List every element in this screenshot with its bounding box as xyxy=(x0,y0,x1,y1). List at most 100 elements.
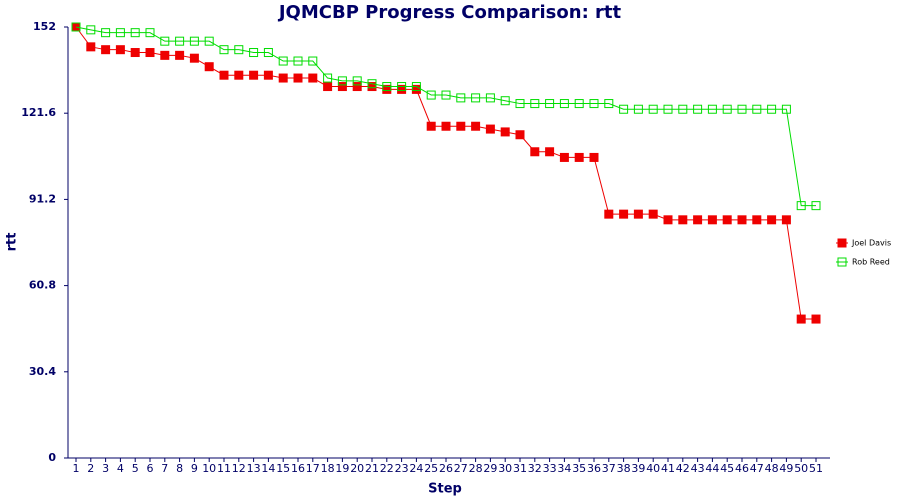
point xyxy=(811,201,821,211)
x-tick-label: 21 xyxy=(365,462,379,475)
x-tick-label: 29 xyxy=(483,462,497,475)
point xyxy=(781,104,791,114)
point xyxy=(737,104,747,114)
point xyxy=(530,99,540,109)
x-tick-label: 34 xyxy=(557,462,571,475)
point xyxy=(160,50,170,60)
point xyxy=(545,147,555,157)
point xyxy=(545,99,555,109)
x-tick-label: 41 xyxy=(661,462,675,475)
point xyxy=(234,45,244,55)
series-line xyxy=(75,26,816,207)
x-tick-label: 26 xyxy=(439,462,453,475)
point xyxy=(441,90,451,100)
point xyxy=(648,104,658,114)
point xyxy=(693,104,703,114)
point xyxy=(500,127,510,137)
x-tick-label: 10 xyxy=(202,462,216,475)
x-tick-label: 2 xyxy=(87,462,94,475)
x-tick-label: 48 xyxy=(765,462,779,475)
x-tick-label: 33 xyxy=(543,462,557,475)
point xyxy=(189,36,199,46)
point xyxy=(397,82,407,92)
x-tick-label: 9 xyxy=(191,462,198,475)
point xyxy=(604,99,614,109)
point xyxy=(160,36,170,46)
x-tick-label: 14 xyxy=(261,462,275,475)
point xyxy=(86,25,96,35)
point xyxy=(722,215,732,225)
point xyxy=(263,48,273,58)
x-tick-label: 15 xyxy=(276,462,290,475)
point xyxy=(411,82,421,92)
point xyxy=(707,104,717,114)
point xyxy=(189,53,199,63)
point xyxy=(752,215,762,225)
point xyxy=(308,56,318,66)
x-tick-label: 45 xyxy=(720,462,734,475)
x-tick-label: 28 xyxy=(469,462,483,475)
point xyxy=(323,82,333,92)
point xyxy=(426,121,436,131)
point xyxy=(633,104,643,114)
point xyxy=(619,104,629,114)
x-tick-label: 22 xyxy=(380,462,394,475)
point xyxy=(796,314,806,324)
y-tick-label: 30.4 xyxy=(29,365,56,378)
point xyxy=(485,124,495,134)
point xyxy=(471,121,481,131)
point xyxy=(678,104,688,114)
point xyxy=(204,36,214,46)
x-tick-label: 39 xyxy=(631,462,645,475)
point xyxy=(456,93,466,103)
point xyxy=(589,152,599,162)
legend-marker xyxy=(837,257,847,267)
x-tick-label: 51 xyxy=(809,462,823,475)
x-tick-label: 30 xyxy=(498,462,512,475)
point xyxy=(130,48,140,58)
x-tick-label: 19 xyxy=(335,462,349,475)
point xyxy=(308,73,318,83)
point xyxy=(86,42,96,52)
point xyxy=(352,76,362,86)
point xyxy=(278,73,288,83)
point xyxy=(352,82,362,92)
point xyxy=(781,215,791,225)
x-tick-label: 12 xyxy=(232,462,246,475)
point xyxy=(574,152,584,162)
point xyxy=(115,45,125,55)
x-tick-label: 23 xyxy=(395,462,409,475)
point xyxy=(574,99,584,109)
x-tick-label: 13 xyxy=(247,462,261,475)
point xyxy=(752,104,762,114)
point xyxy=(293,56,303,66)
point xyxy=(219,45,229,55)
x-tick-label: 6 xyxy=(147,462,154,475)
point xyxy=(101,45,111,55)
point xyxy=(456,121,466,131)
point xyxy=(71,22,81,32)
y-tick-label: 91.2 xyxy=(29,192,56,205)
point xyxy=(249,70,259,80)
point xyxy=(145,28,155,38)
x-tick-label: 35 xyxy=(572,462,586,475)
x-tick-label: 17 xyxy=(306,462,320,475)
point xyxy=(633,209,643,219)
point xyxy=(382,82,392,92)
point xyxy=(337,82,347,92)
point xyxy=(589,99,599,109)
x-tick-label: 47 xyxy=(750,462,764,475)
x-tick-label: 43 xyxy=(691,462,705,475)
x-tick-label: 4 xyxy=(117,462,124,475)
legend-label: Joel Davis xyxy=(851,239,891,248)
series-line xyxy=(75,26,816,320)
x-tick-label: 37 xyxy=(602,462,616,475)
point xyxy=(145,48,155,58)
point xyxy=(263,70,273,80)
point xyxy=(707,215,717,225)
legend-marker xyxy=(837,238,847,248)
y-tick-label: 152 xyxy=(33,20,56,33)
x-tick-label: 44 xyxy=(705,462,719,475)
legend-label: Rob Reed xyxy=(852,258,890,267)
point xyxy=(130,28,140,38)
